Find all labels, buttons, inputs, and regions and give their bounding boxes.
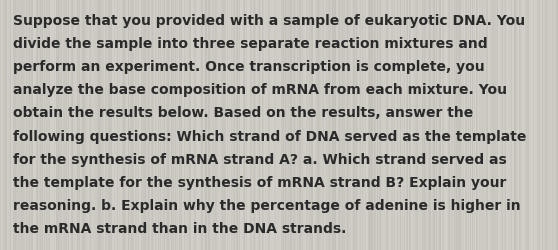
- Text: perform an experiment. Once transcription is complete, you: perform an experiment. Once transcriptio…: [13, 60, 485, 74]
- Text: Suppose that you provided with a sample of eukaryotic DNA. You: Suppose that you provided with a sample …: [13, 14, 525, 28]
- Text: the mRNA strand than in the DNA strands.: the mRNA strand than in the DNA strands.: [13, 221, 347, 235]
- Text: for the synthesis of mRNA strand A? a. Which strand served as: for the synthesis of mRNA strand A? a. W…: [13, 152, 507, 166]
- Text: reasoning. b. Explain why the percentage of adenine is higher in: reasoning. b. Explain why the percentage…: [13, 198, 521, 212]
- Text: analyze the base composition of mRNA from each mixture. You: analyze the base composition of mRNA fro…: [13, 83, 507, 97]
- Text: the template for the synthesis of mRNA strand B? Explain your: the template for the synthesis of mRNA s…: [13, 175, 506, 189]
- Text: obtain the results below. Based on the results, answer the: obtain the results below. Based on the r…: [13, 106, 473, 120]
- Text: following questions: Which strand of DNA served as the template: following questions: Which strand of DNA…: [13, 129, 526, 143]
- Text: divide the sample into three separate reaction mixtures and: divide the sample into three separate re…: [13, 37, 488, 51]
